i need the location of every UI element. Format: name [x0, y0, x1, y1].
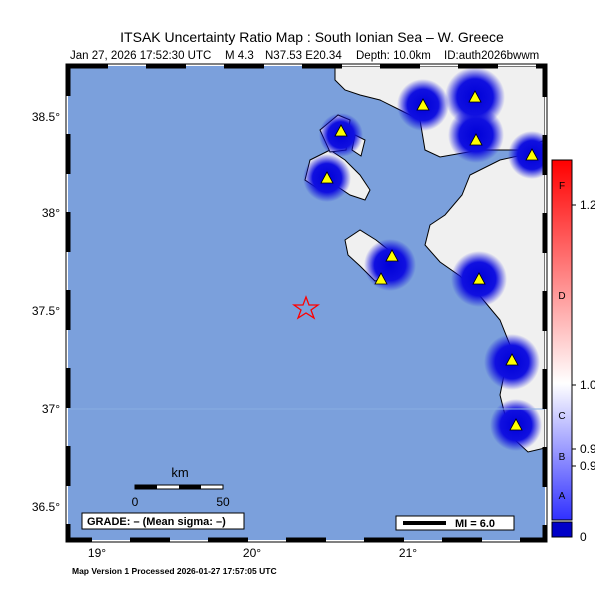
colorbar-label: 0	[580, 530, 587, 544]
lon-label: 19°	[88, 546, 106, 560]
scale-bar: km 0 50	[132, 465, 230, 509]
title: ITSAK Uncertainty Ratio Map : South Ioni…	[120, 29, 504, 45]
grade-letter: C	[558, 411, 565, 422]
grade-label: GRADE: – (Mean sigma: –)	[87, 516, 226, 528]
grade-letter: A	[559, 491, 566, 502]
grade-box	[81, 512, 245, 530]
subtitle-id: ID:auth2026bwwm	[444, 50, 539, 62]
map-area	[68, 66, 545, 540]
legend-box	[395, 515, 515, 531]
colorbar-label: 1.2	[580, 198, 595, 212]
lon-labels: 19° 20° 21°	[88, 546, 417, 560]
map-frame	[65, 63, 548, 543]
subtitle-magnitude: M 4.3	[225, 50, 254, 62]
scale-label: 50	[216, 495, 230, 509]
lat-labels: 38.5° 38° 37.5° 37° 36.5°	[32, 110, 60, 514]
colorbar-floor	[551, 521, 573, 538]
map-frame-outer	[65, 63, 548, 543]
colorbar-gradient	[551, 159, 573, 521]
grade-letter: B	[559, 452, 566, 463]
colorbar: F D C B A 1.2 1.0 0.9 0.9 0	[551, 159, 595, 544]
lat-label: 38.5°	[32, 110, 60, 124]
stations	[320, 90, 539, 431]
footer: Map Version 1 Processed 2026-01-27 17:57…	[72, 566, 277, 576]
subtitle-depth: Depth: 10.0km	[356, 50, 431, 62]
subtitle-location: N37.53 E20.34	[265, 50, 342, 62]
colorbar-label: 1.0	[580, 378, 595, 392]
colorbar-label: 0.9	[580, 442, 595, 456]
lat-label: 37.5°	[32, 304, 60, 318]
colorbar-label: 0.9	[580, 459, 595, 473]
subtitle-date: Jan 27, 2026 17:52:30 UTC	[70, 50, 211, 62]
lat-label: 38°	[42, 206, 60, 220]
lon-label: 20°	[243, 546, 261, 560]
lat-label: 36.5°	[32, 500, 60, 514]
lon-label: 21°	[399, 546, 417, 560]
epicenter	[291, 295, 321, 320]
grade-letter: F	[559, 181, 565, 192]
lat-label: 37°	[42, 402, 60, 416]
legend-label: MI = 6.0	[455, 518, 495, 530]
scale-unit: km	[171, 465, 188, 480]
scale-label: 0	[132, 495, 139, 509]
grade-letter: D	[558, 291, 565, 302]
